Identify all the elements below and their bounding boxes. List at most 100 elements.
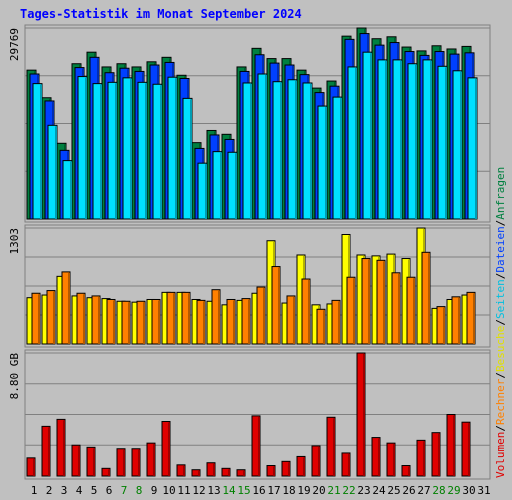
legend-separator: /: [494, 273, 507, 280]
bar-shade: [378, 438, 380, 476]
x-axis-day-labels: 1 2 3 4 5 6 7 8 9 10 11 12 13 14 15 16 17 18 19 20 21 22 23 24 2…: [31, 484, 491, 497]
bar-shade: [78, 446, 80, 476]
x-tick-label-day-29: 29: [447, 484, 460, 497]
bar-shade: [353, 278, 355, 344]
x-tick-label-day-11: 11: [177, 484, 190, 497]
y-axis-max-label: 1303: [8, 228, 21, 255]
x-tick-label-day-18: 18: [282, 484, 295, 497]
bar-shade: [188, 293, 190, 344]
bar-shade: [438, 433, 440, 476]
x-tick-label-day-31: 31: [477, 484, 490, 497]
bar-shade: [295, 80, 297, 219]
x-tick-label-day-20: 20: [312, 484, 325, 497]
bar-shade: [153, 444, 155, 476]
x-tick-label-day-10: 10: [162, 484, 175, 497]
bar-shade: [235, 153, 237, 219]
bar-shade: [338, 301, 340, 344]
legend-item-besuche: Besuche: [494, 326, 507, 372]
bar-shade: [430, 60, 432, 219]
bar-shade: [413, 278, 415, 344]
bar-shade: [48, 427, 50, 476]
x-tick-label-day-15: 15: [237, 484, 250, 497]
bar-shade: [348, 453, 350, 476]
x-tick-label-day-27: 27: [417, 484, 430, 497]
legend-separator: /: [494, 425, 507, 432]
bar-shade: [310, 83, 312, 219]
bar-shade: [218, 290, 220, 344]
bar-shade: [475, 78, 477, 219]
bar-shade: [68, 272, 70, 344]
x-tick-label-day-24: 24: [372, 484, 386, 497]
bar-shade: [400, 60, 402, 219]
legend-separator: /: [494, 372, 507, 379]
bar-shade: [145, 83, 147, 219]
bar-shade: [263, 288, 265, 344]
legend-separator: /: [494, 319, 507, 326]
bar-shade: [40, 84, 42, 219]
x-tick-label-day-22: 22: [342, 484, 355, 497]
bar-shade: [198, 470, 200, 476]
x-tick-label-day-8: 8: [136, 484, 143, 497]
bar-shade: [83, 294, 85, 344]
bar-shade: [243, 470, 245, 476]
bar-shade: [158, 300, 160, 344]
chart-panel-1: 29769: [8, 24, 491, 223]
bar-shade: [123, 449, 125, 476]
x-tick-label-day-30: 30: [462, 484, 475, 497]
bar-shade: [203, 301, 205, 344]
x-tick-label-day-9: 9: [151, 484, 158, 497]
bar-shade: [265, 74, 267, 219]
bar-shade: [55, 126, 57, 219]
bar-shade: [273, 466, 275, 476]
bar-shade: [38, 294, 40, 344]
bar-shade: [233, 300, 235, 344]
bar-shade: [93, 448, 95, 476]
bar-shade: [458, 297, 460, 344]
x-tick-label-day-16: 16: [252, 484, 265, 497]
x-tick-label-day-26: 26: [402, 484, 415, 497]
bar-shade: [113, 300, 115, 344]
bar-shade: [280, 82, 282, 219]
bar-shade: [168, 422, 170, 476]
y-axis-max-label: 8.80 GB: [8, 353, 21, 400]
bar-shade: [175, 78, 177, 220]
bar-shade: [115, 83, 117, 219]
bar-shade: [108, 469, 110, 476]
bar-shade: [393, 444, 395, 476]
bar-shade: [173, 293, 175, 344]
bar-shade: [293, 296, 295, 344]
chart-title: Tages-Statistik im Monat September 2024: [20, 7, 302, 21]
x-tick-label-day-12: 12: [192, 484, 205, 497]
bar-shade: [308, 280, 310, 344]
legend-item-anfragen: Anfragen: [494, 167, 507, 220]
bar-shade: [85, 77, 87, 220]
bar-shade: [423, 441, 425, 476]
legend-text: Volumen/Rechner/Besuche/Seiten/Dateien/A…: [494, 167, 507, 478]
chart-panel-2: 1303: [8, 224, 491, 348]
bar-shade: [415, 64, 417, 219]
bar-shade: [428, 253, 430, 344]
bar-shade: [370, 53, 372, 219]
bar-shade: [190, 99, 192, 219]
bar-shade: [228, 469, 230, 476]
bar-shade: [398, 273, 400, 344]
x-tick-label-day-17: 17: [267, 484, 280, 497]
bar-shade: [143, 302, 145, 344]
bar-shade: [408, 466, 410, 476]
bar-shade: [213, 463, 215, 476]
bar-shade: [128, 302, 130, 344]
legend-item-dateien: Dateien: [494, 226, 507, 272]
bar-shade: [98, 296, 100, 344]
x-tick-label-day-13: 13: [207, 484, 220, 497]
bar-shade: [100, 84, 102, 219]
bar-shade: [460, 71, 462, 219]
bar-shade: [278, 267, 280, 344]
bar-shade: [130, 78, 132, 219]
x-tick-label-day-1: 1: [31, 484, 38, 497]
bar-shade: [385, 60, 387, 219]
legend-item-seiten: Seiten: [494, 279, 507, 319]
bar-shade: [325, 107, 327, 219]
x-tick-label-day-28: 28: [432, 484, 445, 497]
bar-shade: [205, 164, 207, 219]
